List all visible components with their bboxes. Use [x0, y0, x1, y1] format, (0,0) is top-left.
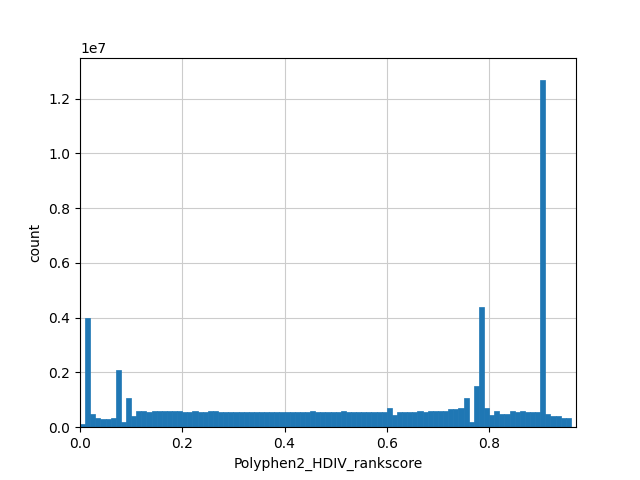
Bar: [540, 80, 545, 427]
Bar: [453, 409, 458, 427]
Bar: [479, 307, 484, 427]
Bar: [474, 386, 479, 427]
Bar: [121, 422, 126, 427]
Bar: [458, 408, 463, 427]
Bar: [561, 418, 566, 427]
Bar: [188, 412, 193, 427]
Bar: [463, 398, 468, 427]
Bar: [417, 411, 422, 427]
Bar: [295, 412, 300, 427]
Bar: [489, 415, 494, 427]
Bar: [468, 422, 474, 427]
Bar: [530, 412, 535, 427]
Bar: [535, 412, 540, 427]
Bar: [443, 411, 448, 427]
Bar: [448, 409, 453, 427]
X-axis label: Polyphen2_HDIV_rankscore: Polyphen2_HDIV_rankscore: [234, 456, 422, 470]
Bar: [545, 413, 550, 427]
Bar: [310, 411, 316, 427]
Bar: [321, 412, 326, 427]
Bar: [397, 412, 402, 427]
Bar: [275, 412, 280, 427]
Bar: [499, 413, 504, 427]
Bar: [203, 412, 208, 427]
Bar: [407, 412, 412, 427]
Bar: [80, 424, 85, 427]
Bar: [234, 412, 239, 427]
Bar: [412, 412, 417, 427]
Bar: [525, 412, 530, 427]
Bar: [218, 412, 223, 427]
Bar: [244, 412, 249, 427]
Bar: [269, 412, 275, 427]
Bar: [550, 416, 556, 427]
Bar: [316, 412, 321, 427]
Bar: [494, 411, 499, 427]
Bar: [402, 412, 407, 427]
Bar: [208, 411, 213, 427]
Bar: [198, 412, 203, 427]
Bar: [182, 412, 188, 427]
Bar: [177, 411, 182, 427]
Bar: [290, 412, 295, 427]
Bar: [228, 412, 234, 427]
Bar: [515, 412, 520, 427]
Bar: [504, 413, 509, 427]
Bar: [254, 412, 259, 427]
Bar: [213, 411, 218, 427]
Bar: [484, 408, 489, 427]
Bar: [85, 318, 90, 427]
Bar: [387, 408, 392, 427]
Bar: [371, 412, 376, 427]
Bar: [326, 412, 330, 427]
Bar: [556, 416, 561, 427]
Bar: [428, 411, 433, 427]
Bar: [126, 398, 131, 427]
Bar: [162, 411, 167, 427]
Bar: [172, 411, 177, 427]
Bar: [305, 412, 310, 427]
Bar: [335, 412, 340, 427]
Bar: [95, 418, 100, 427]
Bar: [422, 412, 428, 427]
Bar: [157, 411, 162, 427]
Bar: [356, 412, 361, 427]
Bar: [193, 411, 198, 427]
Bar: [249, 412, 254, 427]
Bar: [141, 411, 147, 427]
Bar: [136, 411, 141, 427]
Y-axis label: count: count: [29, 223, 43, 262]
Bar: [381, 412, 387, 427]
Bar: [300, 412, 305, 427]
Bar: [340, 411, 346, 427]
Bar: [346, 412, 351, 427]
Bar: [361, 412, 366, 427]
Bar: [433, 411, 438, 427]
Bar: [351, 412, 356, 427]
Bar: [167, 411, 172, 427]
Bar: [285, 412, 290, 427]
Bar: [264, 412, 269, 427]
Bar: [111, 418, 116, 427]
Bar: [438, 411, 443, 427]
Bar: [116, 370, 121, 427]
Bar: [223, 412, 228, 427]
Bar: [376, 412, 381, 427]
Bar: [509, 411, 515, 427]
Bar: [330, 412, 335, 427]
Bar: [90, 413, 95, 427]
Bar: [520, 411, 525, 427]
Bar: [392, 415, 397, 427]
Bar: [566, 418, 571, 427]
Bar: [131, 416, 136, 427]
Bar: [280, 412, 285, 427]
Bar: [259, 412, 264, 427]
Bar: [100, 419, 106, 427]
Bar: [239, 412, 244, 427]
Bar: [152, 411, 157, 427]
Bar: [106, 419, 111, 427]
Bar: [147, 412, 152, 427]
Bar: [366, 412, 371, 427]
